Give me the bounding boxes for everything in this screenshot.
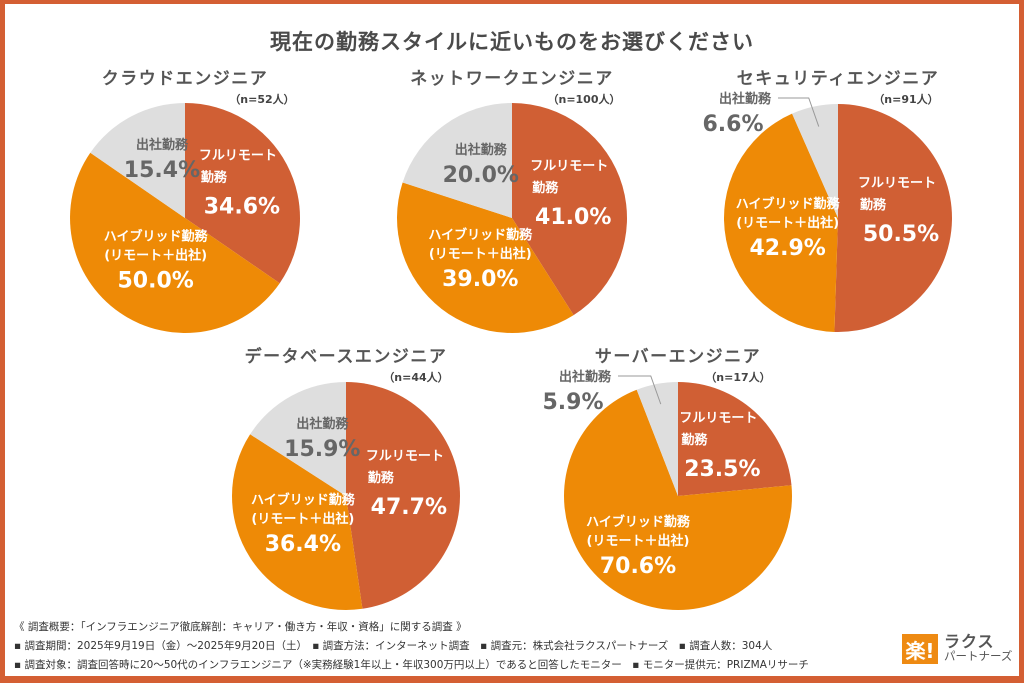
sample-size-label: （n=17人） (705, 370, 770, 384)
slice-value-office: 15.4% (124, 158, 200, 183)
slice-label-full-remote-2: 勤務 (201, 169, 228, 185)
company-logo: 楽! ラクス パートナーズ (902, 634, 1012, 664)
logo-line2: パートナーズ (944, 649, 1013, 663)
pie-slice-hybrid (70, 152, 280, 333)
slice-label-hybrid: ハイブリッド勤務 (736, 196, 841, 212)
slice-label-full-remote-2: 勤務 (681, 432, 708, 448)
slice-label-office: 出社勤務 (455, 142, 508, 158)
slice-value-office: 5.9% (542, 390, 603, 415)
slice-value-full-remote: 50.5% (863, 222, 939, 247)
slice-label-hybrid-2: (リモート＋出社) (429, 246, 532, 262)
slice-label-office: 出社勤務 (136, 137, 189, 153)
footer-period: ▪ 調査期間：2025年9月19日（金）～2025年9月20日（土） ▪ 調査方… (14, 640, 773, 652)
logo-line1: ラクス (944, 632, 995, 651)
slice-label-full-remote-2: 勤務 (532, 180, 559, 196)
slice-label-hybrid-2: (リモート＋出社) (104, 248, 207, 264)
slice-value-hybrid: 39.0% (442, 267, 518, 292)
slice-value-hybrid: 70.6% (600, 554, 676, 579)
chart-title: サーバーエンジニア (595, 347, 761, 367)
chart-title: セキュリティエンジニア (737, 69, 939, 89)
pie-slice-hybrid (723, 113, 838, 332)
sample-size-label: （n=44人） (383, 370, 448, 384)
slice-value-full-remote: 47.7% (371, 495, 447, 520)
slice-label-full-remote-2: 勤務 (368, 470, 395, 486)
sample-size-label: （n=52人） (229, 92, 294, 106)
slice-value-full-remote: 34.6% (204, 194, 280, 219)
leader-line (618, 375, 662, 405)
pie-slice-hybrid (231, 434, 363, 611)
pie-slice-office (792, 104, 838, 218)
footer-summary: 《 調査概要：「インフラエンジニア徹底解剖：キャリア・働き方・年収・資格」に関す… (14, 621, 467, 633)
pie-slice-full-remote (185, 103, 300, 284)
chart-title: データベースエンジニア (245, 346, 448, 367)
slice-label-office: 出社勤務 (559, 369, 612, 385)
pie-slice-office (636, 382, 678, 496)
slice-label-full-remote: フルリモート (366, 449, 444, 464)
main-title: 現在の勤務スタイルに近いものをお選びください (270, 30, 754, 54)
survey-footer: 《 調査概要：「インフラエンジニア徹底解剖：キャリア・働き方・年収・資格」に関す… (14, 618, 809, 675)
pie-slice-full-remote (678, 382, 792, 496)
pie-slice-full-remote (346, 382, 461, 609)
pie-slice-full-remote (834, 104, 952, 332)
pie-slice-hybrid (397, 182, 574, 333)
footer-target: ▪ 調査対象：調査回答時に20〜50代のインフラエンジニア（※実務経験1年以上・… (14, 659, 809, 671)
slice-label-hybrid-2: (リモート＋出社) (736, 215, 839, 231)
slice-label-hybrid: ハイブリッド勤務 (251, 492, 356, 508)
slice-value-full-remote: 23.5% (684, 457, 760, 482)
slice-value-hybrid: 50.0% (117, 269, 193, 294)
chart-title: ネットワークエンジニア (410, 69, 614, 89)
chart-title: クラウドエンジニア (102, 69, 269, 89)
slice-value-hybrid: 42.9% (749, 236, 825, 261)
slice-label-full-remote: フルリモート (679, 411, 757, 426)
slice-label-hybrid: ハイブリッド勤務 (586, 514, 691, 530)
slice-value-full-remote: 41.0% (535, 205, 611, 230)
slice-label-hybrid: ハイブリッド勤務 (428, 227, 533, 243)
slice-label-full-remote: フルリモート (530, 159, 608, 174)
pie-slice-office (90, 103, 185, 218)
slice-label-hybrid-2: (リモート＋出社) (251, 511, 354, 527)
slice-label-office: 出社勤務 (719, 91, 772, 107)
slice-label-hybrid: ハイブリッド勤務 (104, 229, 209, 245)
logo-mark-icon: 楽! (902, 634, 938, 664)
slice-value-office: 6.6% (702, 112, 763, 137)
slice-label-full-remote: フルリモート (858, 176, 936, 191)
slice-label-full-remote: フルリモート (199, 148, 277, 163)
pie-slice-office (250, 382, 346, 496)
slice-label-hybrid-2: (リモート＋出社) (587, 533, 690, 549)
sample-size-label: （n=91人） (873, 92, 938, 106)
pie-slice-full-remote (512, 103, 627, 316)
slice-label-office: 出社勤務 (296, 416, 349, 432)
leader-line (778, 97, 820, 127)
pie-slice-hybrid (564, 389, 793, 610)
pie-slice-office (402, 103, 512, 218)
slice-value-hybrid: 36.4% (265, 532, 341, 557)
slice-label-full-remote-2: 勤務 (860, 197, 887, 213)
slice-value-office: 15.9% (284, 437, 360, 462)
slice-value-office: 20.0% (443, 163, 519, 188)
sample-size-label: （n=100人） (547, 92, 620, 106)
